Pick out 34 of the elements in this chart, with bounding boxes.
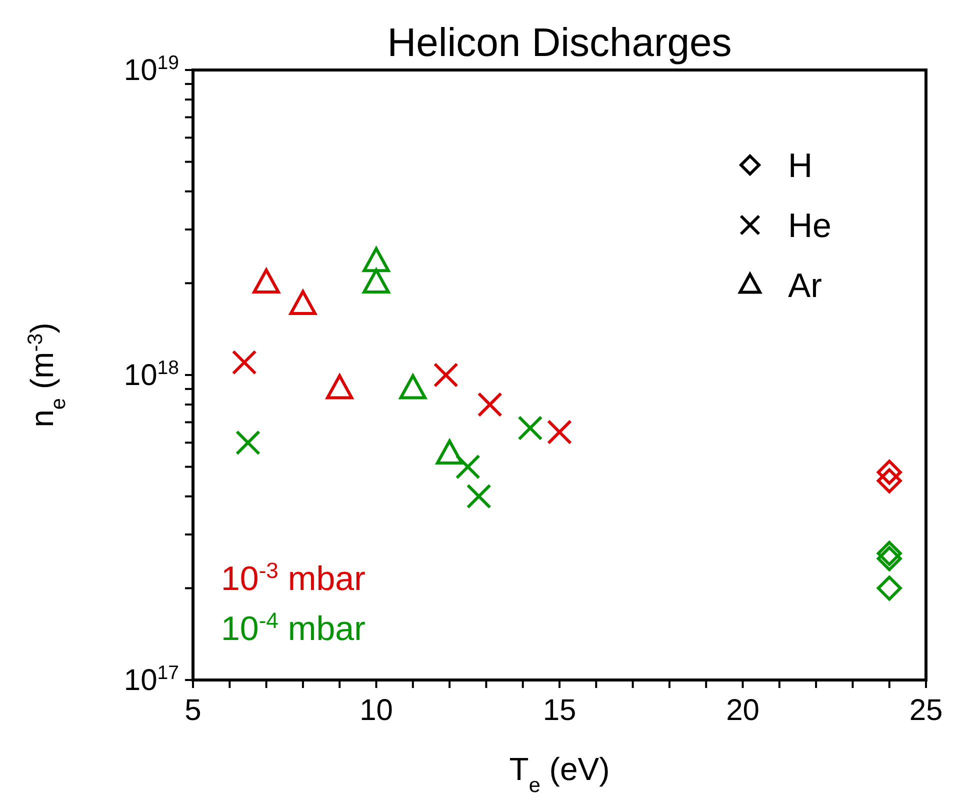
point bbox=[232, 350, 257, 375]
point bbox=[362, 247, 390, 272]
annotation: H bbox=[788, 147, 813, 185]
point bbox=[235, 430, 260, 456]
point bbox=[876, 576, 902, 601]
point bbox=[876, 460, 902, 485]
point bbox=[455, 454, 480, 480]
point bbox=[252, 268, 280, 294]
y-tick-label: 10$^{18}$ bbox=[124, 357, 179, 392]
point bbox=[477, 392, 502, 418]
point bbox=[876, 546, 902, 572]
x-tick-label: 5 bbox=[184, 694, 202, 727]
point bbox=[326, 374, 354, 400]
point bbox=[547, 420, 572, 445]
x-tick-label: 10 bbox=[360, 694, 393, 727]
annotation: 10$^{-3}$ mbar bbox=[221, 558, 366, 598]
y-tick-label: 10$^{17}$ bbox=[124, 662, 179, 697]
point bbox=[518, 416, 543, 441]
point bbox=[399, 374, 426, 400]
point bbox=[289, 290, 317, 316]
annotation: He bbox=[788, 207, 832, 245]
point bbox=[362, 268, 390, 294]
point bbox=[876, 540, 902, 566]
x-tick-label: 15 bbox=[542, 694, 576, 727]
point bbox=[876, 468, 902, 494]
annotation: Ar bbox=[788, 267, 822, 305]
chart-title: Helicon Discharges bbox=[387, 21, 732, 65]
x-tick-label: 25 bbox=[909, 694, 943, 727]
x-axis-title: T$_{e}$ (eV) bbox=[509, 751, 610, 796]
point bbox=[433, 362, 458, 388]
point bbox=[466, 484, 492, 509]
annotation: 10$^{-4}$ mbar bbox=[221, 608, 366, 648]
x-tick-label: 20 bbox=[726, 694, 760, 727]
y-tick-label: 10$^{19}$ bbox=[124, 52, 179, 87]
